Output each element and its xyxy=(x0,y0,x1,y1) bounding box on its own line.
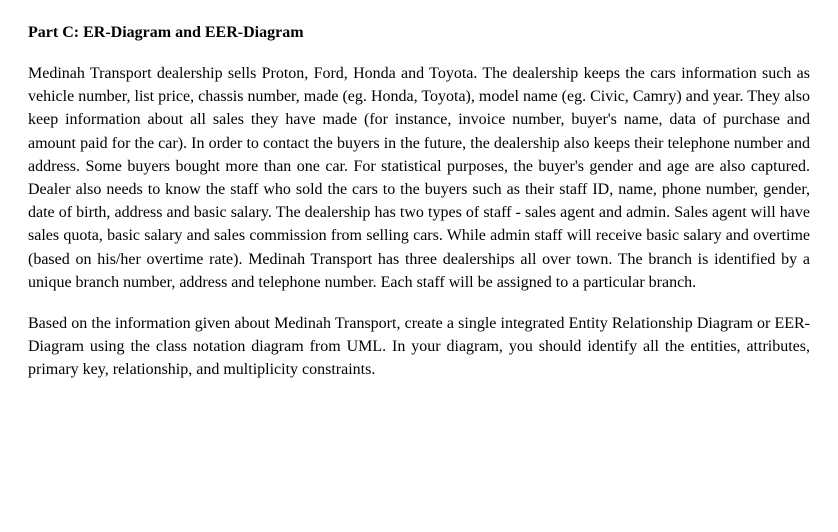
body-paragraph-2: Based on the information given about Med… xyxy=(28,312,810,382)
body-paragraph-1: Medinah Transport dealership sells Proto… xyxy=(28,62,810,294)
section-heading: Part C: ER-Diagram and EER-Diagram xyxy=(28,24,810,42)
